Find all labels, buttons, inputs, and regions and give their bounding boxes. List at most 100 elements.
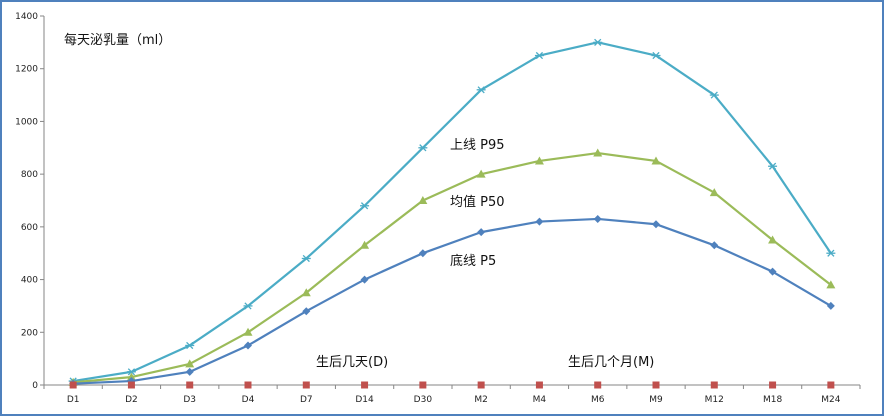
y-tick-label: 0 bbox=[32, 381, 38, 391]
data-point-square bbox=[535, 381, 543, 389]
data-point-diamond bbox=[768, 267, 777, 276]
x-tick-label: M12 bbox=[705, 395, 724, 405]
data-point-diamond bbox=[593, 214, 602, 223]
y-tick-label: 1200 bbox=[15, 65, 38, 75]
series-line bbox=[73, 217, 832, 385]
data-point-square bbox=[594, 381, 602, 389]
data-point-diamond bbox=[826, 301, 835, 310]
y-tick-label: 600 bbox=[21, 223, 38, 233]
data-point-diamond bbox=[477, 228, 486, 237]
data-point-triangle bbox=[301, 288, 311, 297]
data-point-square bbox=[69, 381, 77, 389]
data-point-triangle bbox=[243, 327, 253, 336]
data-point-diamond bbox=[652, 220, 660, 229]
series-line bbox=[73, 151, 832, 384]
data-point-diamond bbox=[185, 367, 194, 376]
data-point-square bbox=[419, 381, 427, 389]
data-point-diamond bbox=[244, 341, 252, 350]
data-point-asterisk bbox=[185, 341, 195, 350]
asterisk-stroke bbox=[827, 249, 835, 257]
asterisk-stroke bbox=[186, 341, 194, 350]
data-point-asterisk bbox=[476, 86, 486, 94]
data-point-asterisk bbox=[534, 51, 544, 60]
data-point-square bbox=[302, 381, 310, 389]
x-tick-label: M24 bbox=[821, 395, 840, 405]
data-point-square bbox=[827, 381, 835, 389]
data-point-square bbox=[244, 381, 252, 389]
data-point-asterisk bbox=[826, 249, 836, 257]
data-point-square bbox=[710, 381, 718, 389]
data-point-square bbox=[127, 381, 135, 389]
data-point-triangle bbox=[768, 235, 778, 244]
asterisk-stroke bbox=[768, 162, 777, 170]
series-label-p5: 底线 P5 bbox=[450, 253, 496, 269]
y-tick-label: 1400 bbox=[15, 12, 38, 22]
x-tick-label: D30 bbox=[414, 395, 433, 405]
data-point-square bbox=[186, 381, 194, 389]
data-point-triangle bbox=[360, 240, 370, 249]
data-point-diamond bbox=[360, 275, 369, 284]
series-3 bbox=[69, 381, 835, 389]
x-tick-label: D1 bbox=[67, 395, 80, 405]
x-tick-label: D2 bbox=[125, 395, 138, 405]
x-tick-label: D14 bbox=[355, 395, 374, 405]
data-point-triangle bbox=[476, 169, 486, 178]
data-point-square bbox=[477, 381, 485, 389]
asterisk-stroke bbox=[710, 91, 718, 99]
x-tick-label: M6 bbox=[591, 395, 605, 405]
series-0 bbox=[68, 38, 836, 385]
data-point-asterisk bbox=[651, 51, 661, 60]
series-label-p50: 均值 P50 bbox=[450, 194, 505, 210]
series-line bbox=[72, 41, 832, 383]
data-point-asterisk bbox=[418, 144, 428, 152]
data-point-triangle bbox=[709, 188, 719, 197]
y-tick-label: 400 bbox=[21, 276, 38, 286]
asterisk-stroke bbox=[360, 202, 369, 210]
data-point-square bbox=[769, 381, 777, 389]
x-tick-label: M2 bbox=[474, 395, 488, 405]
asterisk-stroke bbox=[652, 51, 660, 60]
x-tick-label: D4 bbox=[242, 395, 255, 405]
data-point-triangle bbox=[185, 359, 195, 368]
asterisk-stroke bbox=[419, 144, 427, 152]
x-tick-label: M9 bbox=[649, 395, 663, 405]
chart-title: 每天泌乳量（ml） bbox=[64, 32, 171, 48]
series-label-p95: 上线 P95 bbox=[450, 138, 505, 153]
data-point-asterisk bbox=[768, 162, 778, 170]
data-point-triangle bbox=[651, 156, 661, 165]
x-tick-label: D3 bbox=[183, 395, 196, 405]
data-point-square bbox=[652, 381, 660, 389]
data-point-triangle bbox=[826, 280, 836, 289]
data-point-diamond bbox=[535, 217, 544, 226]
data-point-triangle bbox=[126, 372, 136, 381]
data-point-triangle bbox=[534, 156, 544, 165]
data-point-diamond bbox=[302, 307, 311, 316]
asterisk-stroke bbox=[477, 86, 485, 94]
asterisk-stroke bbox=[535, 51, 544, 60]
data-point-asterisk bbox=[243, 302, 253, 310]
y-tick-label: 800 bbox=[21, 170, 38, 180]
months-annotation: 生后几个月(M) bbox=[568, 355, 654, 370]
x-tick-label: M18 bbox=[763, 395, 782, 405]
asterisk-stroke bbox=[302, 254, 310, 263]
x-tick-label: D7 bbox=[300, 395, 313, 405]
asterisk-stroke bbox=[127, 368, 136, 376]
days-annotation: 生后几天(D) bbox=[316, 355, 388, 370]
data-point-asterisk bbox=[360, 202, 370, 210]
data-point-triangle bbox=[418, 196, 428, 204]
series-2 bbox=[69, 214, 835, 388]
y-tick-label: 200 bbox=[21, 328, 38, 338]
asterisk-stroke bbox=[244, 302, 252, 310]
data-point-asterisk bbox=[593, 38, 603, 46]
x-axis: D1 D2 D3 D4 D7 D14 D30 M2 M4 M6 M9 M12 M18 M24 bbox=[43, 384, 861, 405]
y-tick-label: 1000 bbox=[15, 117, 38, 127]
data-point-square bbox=[361, 381, 369, 389]
data-point-asterisk bbox=[126, 368, 136, 376]
data-point-diamond bbox=[710, 241, 719, 250]
data-point-triangle bbox=[593, 148, 603, 157]
series-layer bbox=[68, 38, 836, 389]
asterisk-stroke bbox=[594, 38, 602, 46]
x-tick-label: M4 bbox=[533, 395, 547, 405]
